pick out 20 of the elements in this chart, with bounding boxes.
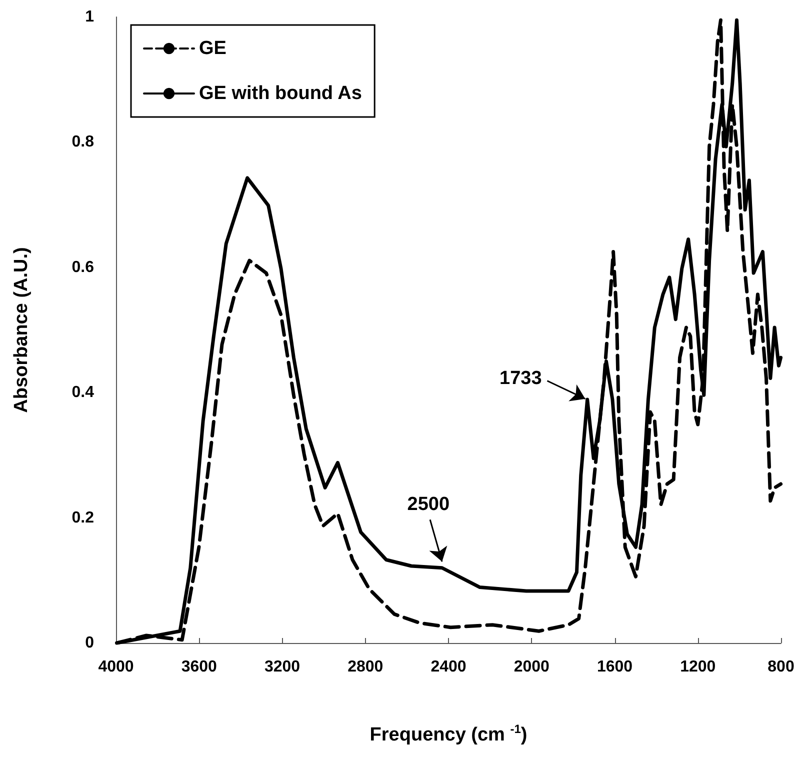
x-tick-label: 2800 bbox=[348, 658, 384, 676]
x-tick-label: 1200 bbox=[680, 658, 716, 676]
y-tick-label: 0.4 bbox=[72, 384, 94, 402]
legend-label: GE with bound As bbox=[199, 83, 362, 104]
x-tick-label: 1600 bbox=[596, 658, 633, 676]
x-tick-label: 800 bbox=[768, 658, 794, 676]
x-tick-label: 2000 bbox=[514, 658, 550, 676]
annotation: 2500 bbox=[407, 494, 450, 515]
annotation: 1733 bbox=[500, 368, 542, 389]
x-tick-label: 3600 bbox=[181, 658, 218, 676]
x-tick-label: 2400 bbox=[430, 658, 466, 676]
y-tick-label: 0.8 bbox=[72, 134, 94, 151]
y-tick-label: 0.6 bbox=[72, 258, 94, 276]
x-tick-label: 4000 bbox=[98, 658, 134, 676]
x-tick-label: 3200 bbox=[264, 658, 300, 676]
legend-label: GE bbox=[199, 38, 226, 59]
y-tick-label: 1 bbox=[85, 8, 94, 26]
y-tick-label: 0 bbox=[85, 634, 94, 652]
y-tick-label: 0.2 bbox=[72, 509, 94, 526]
y-axis-title: Absorbance (A.U.) bbox=[11, 247, 32, 413]
